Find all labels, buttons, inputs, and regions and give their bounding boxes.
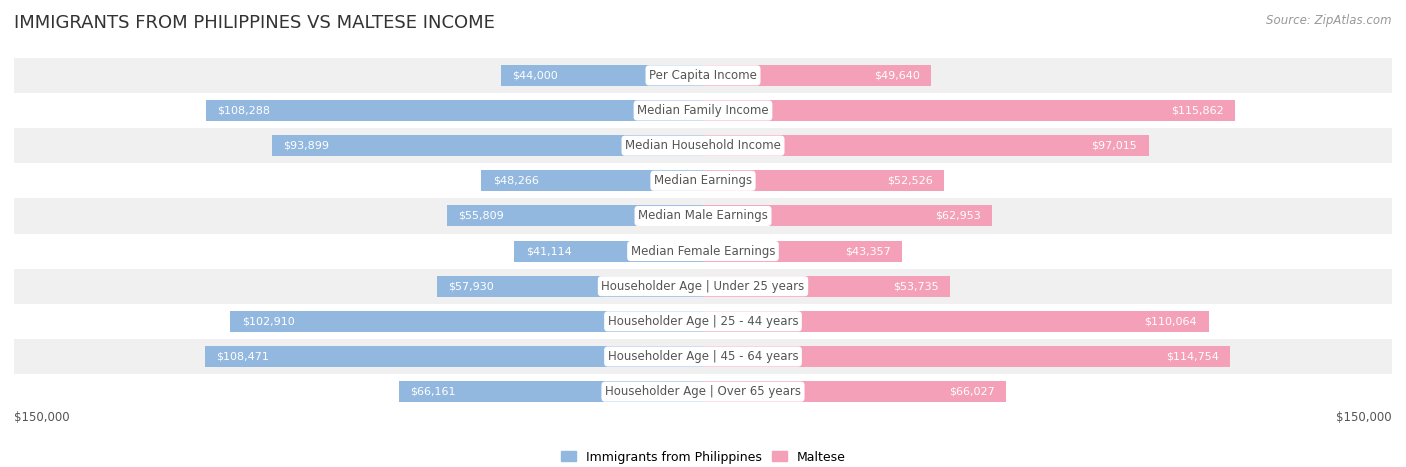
Bar (703, 311, 1209, 332)
Text: $150,000: $150,000 (1336, 411, 1392, 424)
Bar (437, 276, 703, 297)
Bar (399, 381, 703, 402)
Bar (703, 100, 1234, 121)
Text: $114,754: $114,754 (1166, 352, 1219, 361)
Bar (14, 374, 1392, 409)
Bar (14, 269, 1392, 304)
Text: Source: ZipAtlas.com: Source: ZipAtlas.com (1267, 14, 1392, 27)
Text: $66,027: $66,027 (949, 387, 995, 396)
Bar (14, 234, 1392, 269)
Bar (271, 135, 703, 156)
Text: Median Female Earnings: Median Female Earnings (631, 245, 775, 258)
Text: Householder Age | Over 65 years: Householder Age | Over 65 years (605, 385, 801, 398)
Bar (447, 205, 703, 226)
Text: $57,930: $57,930 (449, 281, 494, 291)
Text: $52,526: $52,526 (887, 176, 932, 186)
Bar (14, 198, 1392, 234)
Bar (481, 170, 703, 191)
Bar (14, 58, 1392, 93)
Text: Median Household Income: Median Household Income (626, 139, 780, 152)
Bar (205, 346, 703, 367)
Text: $43,357: $43,357 (845, 246, 890, 256)
Text: $48,266: $48,266 (492, 176, 538, 186)
Text: $53,735: $53,735 (893, 281, 938, 291)
Text: $115,862: $115,862 (1171, 106, 1223, 115)
Text: $110,064: $110,064 (1144, 316, 1197, 326)
Legend: Immigrants from Philippines, Maltese: Immigrants from Philippines, Maltese (555, 446, 851, 467)
Text: $97,015: $97,015 (1091, 141, 1137, 151)
Text: $62,953: $62,953 (935, 211, 980, 221)
Bar (703, 205, 993, 226)
Bar (703, 276, 950, 297)
Bar (14, 93, 1392, 128)
Bar (14, 128, 1392, 163)
Text: $41,114: $41,114 (526, 246, 571, 256)
Bar (205, 100, 703, 121)
Bar (703, 135, 1149, 156)
Text: Householder Age | 25 - 44 years: Householder Age | 25 - 44 years (607, 315, 799, 328)
Bar (703, 346, 1230, 367)
Bar (14, 304, 1392, 339)
Bar (231, 311, 703, 332)
Bar (703, 65, 931, 86)
Text: $108,288: $108,288 (217, 106, 270, 115)
Text: Householder Age | Under 25 years: Householder Age | Under 25 years (602, 280, 804, 293)
Text: $108,471: $108,471 (217, 352, 269, 361)
Text: $102,910: $102,910 (242, 316, 295, 326)
Bar (14, 163, 1392, 198)
Text: $66,161: $66,161 (411, 387, 456, 396)
Text: Median Earnings: Median Earnings (654, 174, 752, 187)
Bar (501, 65, 703, 86)
Text: Householder Age | 45 - 64 years: Householder Age | 45 - 64 years (607, 350, 799, 363)
Bar (515, 241, 703, 262)
Text: Median Male Earnings: Median Male Earnings (638, 209, 768, 222)
Text: $55,809: $55,809 (458, 211, 503, 221)
Text: Median Family Income: Median Family Income (637, 104, 769, 117)
Text: $49,640: $49,640 (873, 71, 920, 80)
Text: IMMIGRANTS FROM PHILIPPINES VS MALTESE INCOME: IMMIGRANTS FROM PHILIPPINES VS MALTESE I… (14, 14, 495, 32)
Text: $150,000: $150,000 (14, 411, 70, 424)
Text: Per Capita Income: Per Capita Income (650, 69, 756, 82)
Bar (703, 241, 903, 262)
Text: $44,000: $44,000 (512, 71, 558, 80)
Bar (703, 381, 1007, 402)
Text: $93,899: $93,899 (283, 141, 329, 151)
Bar (703, 170, 945, 191)
Bar (14, 339, 1392, 374)
